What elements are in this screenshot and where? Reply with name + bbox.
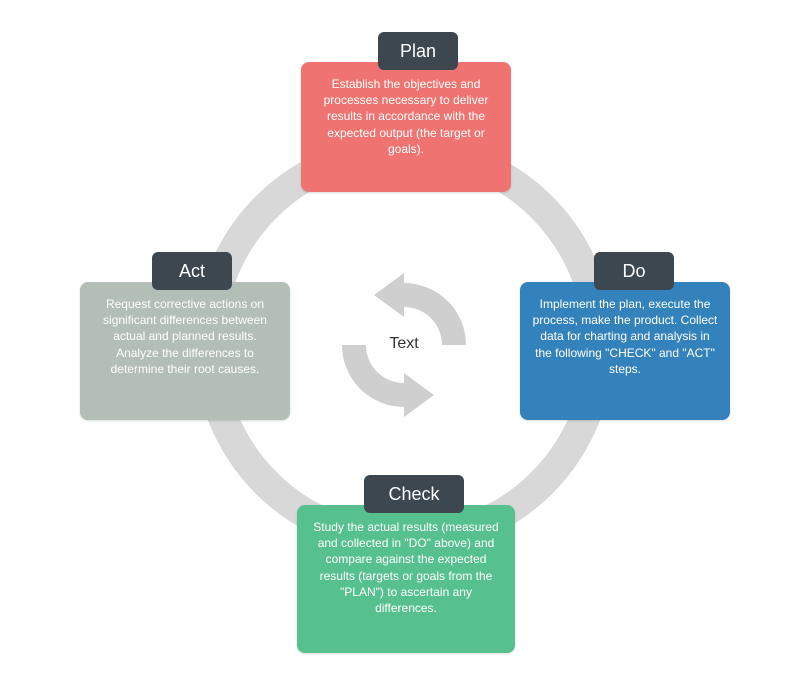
do-body: Implement the plan, execute the process,… [533,297,718,376]
check-card: Study the actual results (measured and c… [297,505,515,653]
check-body: Study the actual results (measured and c… [313,520,498,615]
plan-label: Plan [378,32,458,70]
act-card: Request corrective actions on significan… [80,282,290,420]
do-card: Implement the plan, execute the process,… [520,282,730,420]
plan-title: Plan [400,41,436,61]
check-title: Check [388,484,439,504]
act-title: Act [179,261,205,281]
act-body: Request corrective actions on significan… [103,297,267,376]
pdca-diagram: Text Establish the objectives and proces… [0,0,809,691]
do-title: Do [622,261,645,281]
act-label: Act [152,252,232,290]
plan-card: Establish the objectives and processes n… [301,62,511,192]
plan-body: Establish the objectives and processes n… [324,77,489,156]
do-label: Do [594,252,674,290]
check-label: Check [364,475,464,513]
center-label: Text [364,335,444,353]
